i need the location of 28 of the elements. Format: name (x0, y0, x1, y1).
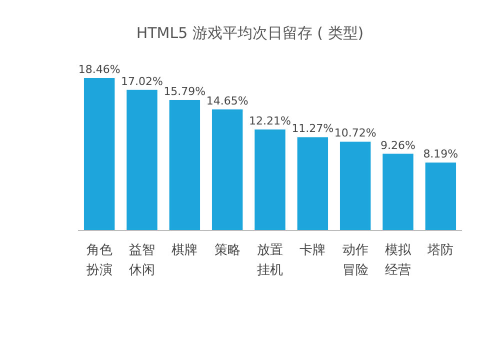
data-label: 10.72% (334, 126, 376, 140)
x-tick-label: 棋牌 (172, 243, 198, 258)
chart-title: HTML5 游戏平均次日留存 ( 类型) (136, 24, 364, 42)
bar (425, 162, 456, 230)
x-tick-label: 塔防 (426, 243, 454, 258)
data-label: 17.02% (121, 74, 163, 88)
data-label: 14.65% (206, 94, 248, 108)
bar (254, 129, 286, 230)
bar (212, 109, 243, 230)
x-tick-label: 策略 (214, 243, 240, 258)
bar (84, 78, 115, 230)
data-label: 11.27% (292, 122, 334, 136)
data-label: 8.19% (423, 148, 458, 161)
x-tick-label: 卡牌 (300, 243, 326, 258)
bar (382, 154, 414, 230)
data-label: 9.26% (380, 138, 416, 152)
bar (340, 142, 371, 230)
data-label: 18.46% (78, 63, 120, 76)
bar (297, 137, 328, 230)
bar (169, 100, 200, 230)
data-label: 15.79% (164, 84, 206, 98)
x-tick-label: 益智休闲 (129, 243, 155, 278)
x-tick-label: 角色扮演 (85, 243, 112, 278)
x-tick-label: 放置挂机 (257, 243, 283, 278)
x-tick-label: 模拟经营 (385, 243, 412, 278)
x-tick-label: 动作冒险 (342, 243, 368, 278)
data-label: 12.21% (249, 114, 291, 128)
bar (126, 90, 158, 230)
